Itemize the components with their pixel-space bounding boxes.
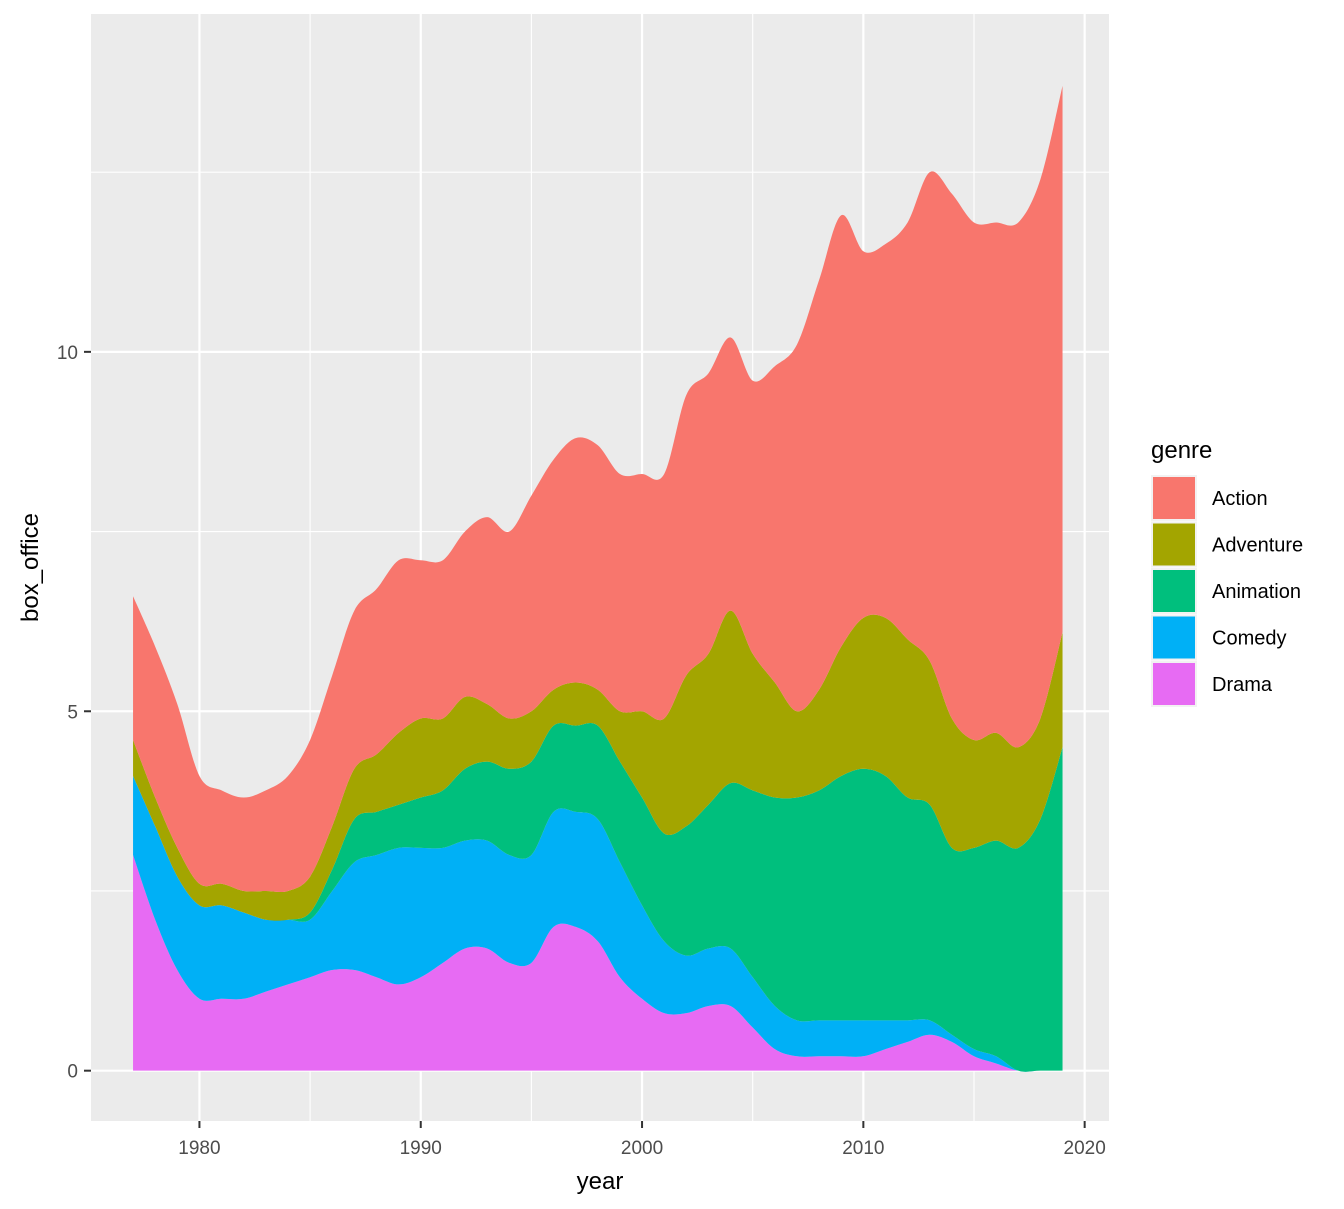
legend-label-action: Action	[1212, 488, 1268, 510]
x-tick-label: 1990	[400, 1138, 442, 1159]
y-axis-title: box_office	[17, 513, 44, 622]
x-tick-label: 2020	[1064, 1138, 1106, 1159]
x-tick-label: 2010	[842, 1138, 884, 1159]
x-axis-title: year	[577, 1168, 624, 1195]
y-tick-label: 5	[67, 702, 78, 723]
x-tick-label: 2000	[621, 1138, 663, 1159]
area-series-action	[133, 85, 1063, 893]
area-series-comedy	[133, 775, 1063, 1072]
legend-title: genre	[1151, 437, 1212, 464]
legend: genre Action Adventure Animation Comedy Dram…	[1151, 437, 1303, 707]
legend-swatch-action	[1153, 477, 1195, 519]
legend-swatch-animation	[1153, 570, 1195, 612]
legend-label-adventure: Adventure	[1212, 535, 1303, 557]
legend-swatch-adventure	[1153, 523, 1195, 566]
x-tick-label: 1980	[178, 1138, 220, 1159]
legend-label-comedy: Comedy	[1212, 628, 1286, 650]
area-series-group	[133, 85, 1063, 1072]
area-series-drama	[133, 855, 1063, 1072]
x-axis: 1980 1990 2000 2010 2020	[178, 1121, 1106, 1159]
y-tick-label: 10	[57, 343, 78, 364]
legend-swatch-comedy	[1153, 616, 1195, 659]
legend-label-drama: Drama	[1212, 674, 1273, 696]
legend-items: Action Adventure Animation Comedy Drama	[1151, 475, 1303, 707]
y-tick-label: 0	[67, 1062, 78, 1083]
area-series-adventure	[133, 610, 1063, 921]
legend-swatch-drama	[1153, 663, 1195, 705]
y-axis: 0 5 10	[57, 343, 91, 1083]
area-series-animation	[133, 722, 1063, 1072]
legend-label-animation: Animation	[1212, 581, 1301, 603]
